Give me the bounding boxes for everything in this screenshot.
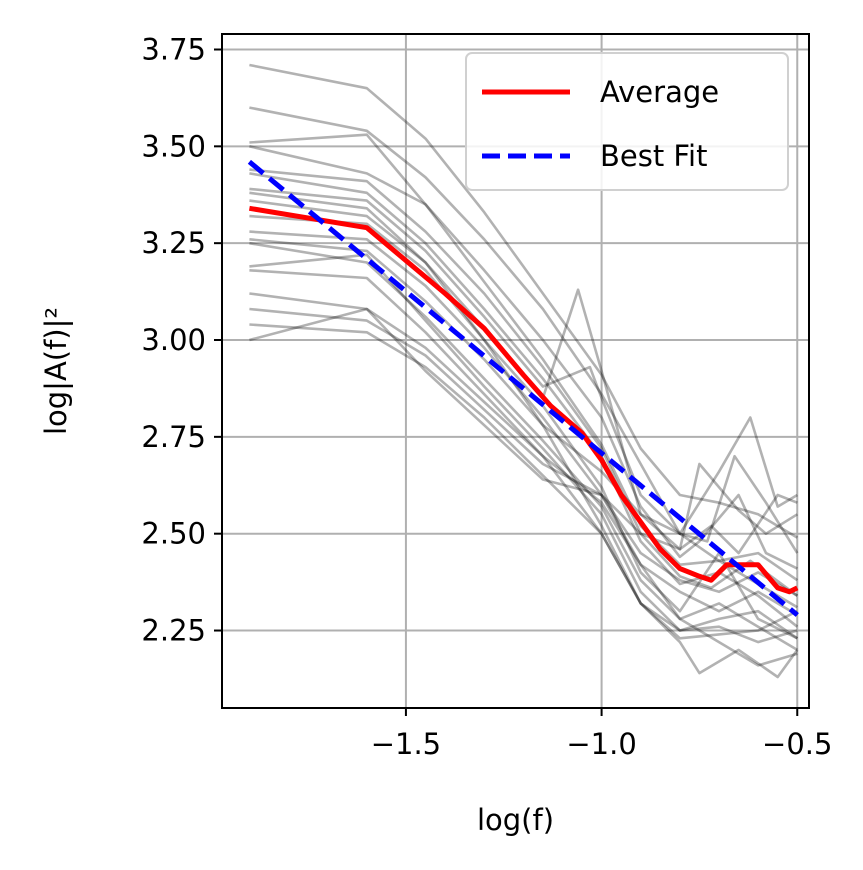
series-line-best-fit <box>247 159 799 617</box>
plot-frame <box>221 33 810 709</box>
background-series-line <box>249 187 798 536</box>
background-series-line <box>249 199 798 551</box>
axis-ticks: −1.5 −1.0 −0.5 2.25 2.50 2.75 3.00 3.25 3.50 3.75 <box>141 32 832 761</box>
legend: Average Best Fit <box>465 52 789 191</box>
background-series-line <box>249 145 798 609</box>
background-series-line <box>249 191 798 640</box>
background-series-line <box>249 307 798 597</box>
background-series-group <box>249 63 799 679</box>
x-tick-label: −1.5 <box>371 727 441 761</box>
legend-label: Best Fit <box>600 139 707 173</box>
background-series-line <box>249 241 798 652</box>
x-tick-label: −0.5 <box>762 727 832 761</box>
background-series-line <box>249 307 798 555</box>
background-series-line <box>249 230 798 617</box>
background-series-line <box>249 133 798 570</box>
y-tick-label: 2.50 <box>141 517 206 551</box>
main-series-group <box>247 159 799 617</box>
x-axis-label: log(f) <box>477 803 554 837</box>
y-tick-label: 3.00 <box>141 323 206 357</box>
background-series-line <box>249 292 798 667</box>
background-series-line <box>249 168 799 597</box>
series-line-average <box>248 205 799 595</box>
background-series-line <box>249 253 799 640</box>
background-series-line <box>249 269 799 679</box>
background-series-line <box>249 214 798 640</box>
y-tick-label: 2.75 <box>141 420 206 454</box>
x-tick-label: −1.0 <box>566 727 636 761</box>
background-series-line <box>249 63 798 539</box>
y-tick-label: 3.50 <box>141 129 206 163</box>
y-tick-label: 3.75 <box>141 32 206 66</box>
background-series-line <box>249 323 798 644</box>
y-tick-label: 3.25 <box>141 226 206 260</box>
y-tick-label: 2.25 <box>141 614 206 648</box>
y-axis-label: log|A(f)|² <box>39 307 73 435</box>
legend-label: Average <box>600 75 719 109</box>
